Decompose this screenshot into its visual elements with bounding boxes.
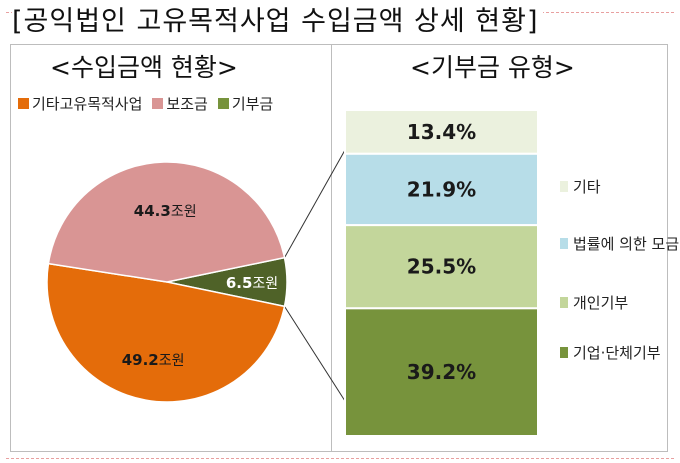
pie-label-other-purpose: 49.2조원	[122, 351, 185, 369]
legend-label: 법률에 의한 모금	[573, 235, 680, 253]
legend-label: 개인기부	[573, 294, 629, 312]
connector-line-top	[284, 149, 346, 258]
pie-chart-title: <수입금액 현황>	[50, 53, 238, 82]
side-legend-item-corporate: 기업·단체기부	[560, 342, 661, 363]
legend-label: 기업·단체기부	[573, 344, 661, 362]
side-legend-item-individual: 개인기부	[560, 292, 628, 313]
connector-line-bottom	[284, 306, 346, 402]
legend-swatch	[560, 297, 568, 308]
bar-segment-corporate	[344, 307, 539, 438]
frame-bottom-line	[6, 458, 674, 459]
bar-label-other: 13.4%	[407, 120, 476, 144]
legend-swatch	[18, 97, 29, 109]
legend-swatch	[217, 97, 229, 109]
bar-chart-title: <기부금 유형>	[410, 53, 575, 82]
legend-swatch	[152, 97, 164, 109]
pie-legend: 기타고유목적사업 보조금 기부금	[18, 92, 283, 114]
pie-slice-subsidy	[47, 161, 286, 283]
legend-swatch	[560, 181, 568, 192]
legend-label: 기타고유목적사업	[32, 94, 143, 113]
side-legend-item-other: 기타	[560, 176, 601, 197]
legend-item-other-purpose: 기타고유목적사업	[18, 93, 142, 114]
bar-label-corporate: 39.2%	[407, 360, 476, 384]
bar-label-legal: 21.9%	[407, 177, 476, 201]
legend-label: 기타	[573, 178, 601, 196]
pie-slice-other-purpose	[46, 262, 286, 403]
bar-segment-legal	[344, 152, 539, 227]
bar-segment-other	[344, 109, 539, 155]
legend-swatch	[560, 238, 568, 249]
legend-item-subsidy: 보조금	[152, 93, 208, 114]
bar-label-individual: 25.5%	[407, 255, 476, 279]
legend-swatch	[560, 347, 568, 358]
chart-panel	[10, 44, 668, 452]
pie-label-donation: 6.5조원	[226, 274, 278, 292]
legend-label: 보조금	[166, 94, 208, 113]
legend-label: 기부금	[231, 94, 274, 113]
pie-label-subsidy: 44.3조원	[134, 202, 197, 220]
main-title: [공익법인 고유목적사업 수입금액 상세 현황]	[12, 2, 543, 42]
bar-segment-individual	[344, 224, 539, 310]
side-legend-item-legal: 법률에 의한 모금	[560, 233, 679, 254]
legend-item-donation: 기부금	[217, 93, 274, 114]
panel-divider	[331, 44, 332, 452]
